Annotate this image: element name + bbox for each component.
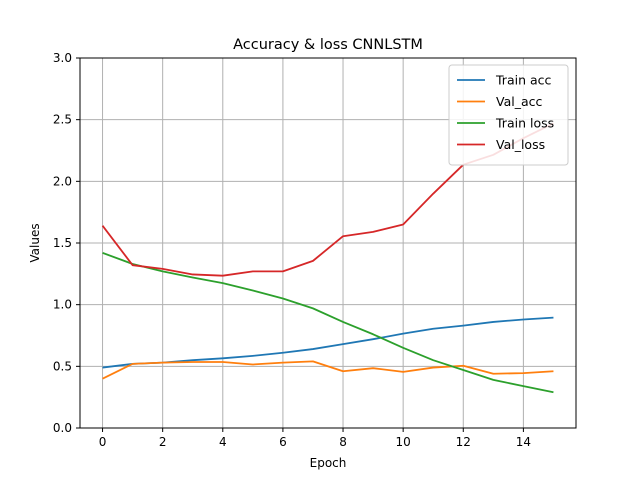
x-tick-label: 14 [516,435,531,449]
legend-label: Val_loss [496,137,545,152]
series-line-train-loss [102,252,554,394]
y-tick-label: 0.0 [53,421,72,435]
legend-box [448,64,569,166]
x-tick-label: 8 [339,435,347,449]
y-tick-label: 1.5 [53,236,72,250]
y-axis-label: Values [28,223,42,262]
x-tick-label: 6 [279,435,287,449]
y-tick-label: 3.0 [53,51,72,65]
y-tick-label: 2.5 [53,113,72,127]
ticks: 0 2 4 6 8 10 12 14 0.0 0.5 1.0 1.5 2.0 2.5 3.0 [53,51,531,449]
series-line-val-acc [102,360,554,380]
x-tick-label: 0 [99,435,107,449]
chart-title: Accuracy & loss CNNLSTM [233,37,423,53]
y-tick-label: 2.0 [53,174,72,188]
legend-label: Val_acc [496,94,542,109]
series-line-train-acc [102,316,554,369]
x-axis-label: Epoch [310,456,347,470]
y-tick-label: 0.5 [53,359,72,373]
x-tick-label: 12 [456,435,471,449]
x-tick-label: 10 [396,435,411,449]
legend: Train acc Val_acc Train loss Val_loss [448,64,569,166]
legend-label: Train acc [495,73,551,88]
x-tick-label: 4 [219,435,227,449]
x-tick-label: 2 [159,435,167,449]
legend-label: Train loss [495,116,554,131]
y-tick-label: 1.0 [53,298,72,312]
